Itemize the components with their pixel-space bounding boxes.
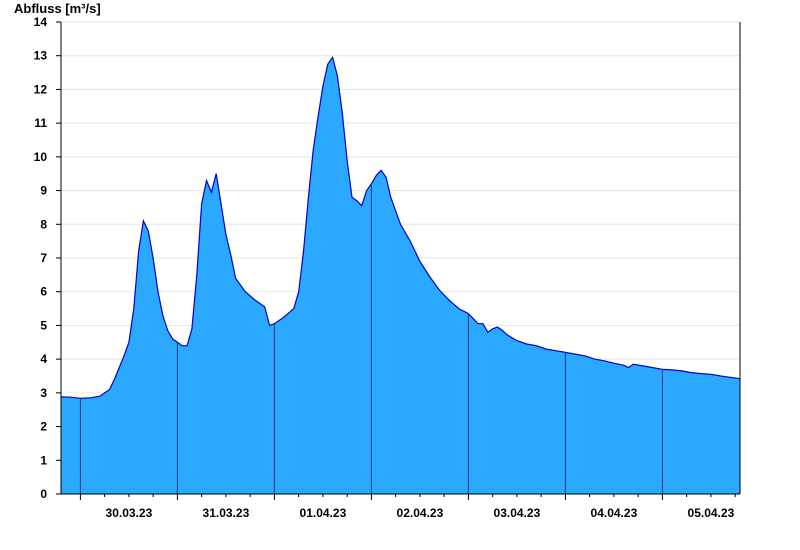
series-line — [60, 56, 741, 399]
series-area-fill — [61, 57, 740, 495]
y-axis-title: Abfluss [m³/s] — [14, 1, 101, 16]
y-tick-label: 4 — [40, 352, 47, 366]
x-tick-label: 02.04.23 — [397, 506, 444, 520]
series-area-group — [60, 56, 741, 495]
day-divider-lines — [79, 183, 663, 494]
y-tick-label: 8 — [40, 217, 47, 231]
x-tick-label: 31.03.23 — [203, 506, 250, 520]
y-tick-label: 9 — [40, 184, 47, 198]
y-tick-label: 0 — [40, 487, 47, 501]
y-tick-label: 10 — [34, 150, 48, 164]
x-tick-label: 03.04.23 — [494, 506, 541, 520]
y-tick-label: 13 — [34, 49, 48, 63]
y-tick-label: 11 — [34, 116, 47, 130]
x-axis: 30.03.23 31.03.23 01.04.23 02.04.23 03.04.23… — [61, 493, 740, 520]
y-tick-label: 6 — [40, 285, 47, 299]
y-tick-label: 5 — [40, 318, 47, 332]
x-tick-label: 30.03.23 — [106, 506, 153, 520]
y-tick-label: 1 — [40, 453, 47, 467]
y-tick-label: 3 — [40, 386, 47, 400]
y-tick-label: 14 — [34, 15, 48, 29]
x-tick-label: 01.04.23 — [300, 506, 347, 520]
y-tick-label: 2 — [40, 420, 47, 434]
x-tick-label: 05.04.23 — [688, 506, 735, 520]
x-tick-label: 04.04.23 — [591, 506, 638, 520]
y-tick-label: 7 — [40, 251, 47, 265]
y-tick-label: 12 — [34, 82, 48, 96]
